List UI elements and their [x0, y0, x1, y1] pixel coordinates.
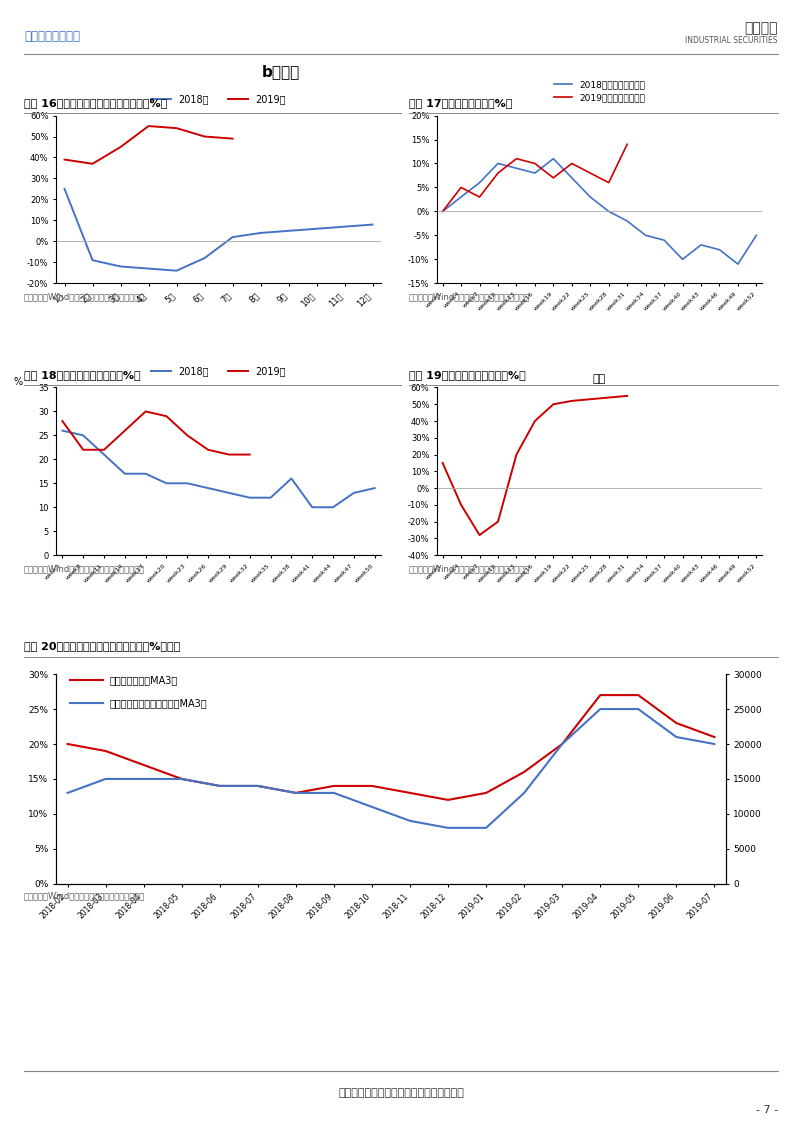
调涨小区占比（MA3）	[444, 793, 453, 807]
Text: INDUSTRIAL SECURITIES: INDUSTRIAL SECURITIES	[686, 36, 778, 45]
Legend: 2018年初至今累计变动, 2019年初至今累计变动: 2018年初至今累计变动, 2019年初至今累计变动	[550, 77, 649, 107]
Text: 资料来源：Wind、兴业证券经济与金融研究院整理: 资料来源：Wind、兴业证券经济与金融研究院整理	[409, 564, 530, 573]
Legend: 2018年, 2019年: 2018年, 2019年	[148, 91, 290, 108]
调涨小区占比（MA3）	[481, 786, 491, 800]
调涨小区占比（MA3）	[367, 780, 377, 793]
二手房成交量（套，右轴，MA3）	[139, 773, 148, 786]
二手房成交量（套，右轴，MA3）	[671, 730, 681, 743]
调涨小区占比（MA3）	[595, 688, 605, 701]
Legend: 2018年, 2019年: 2018年, 2019年	[148, 363, 290, 380]
Text: 兴业证券: 兴业证券	[744, 22, 778, 35]
二手房成交量（套，右轴，MA3）	[557, 738, 567, 751]
调涨小区占比（MA3）	[253, 780, 262, 793]
Title: 上海: 上海	[593, 374, 606, 384]
调涨小区占比（MA3）	[405, 786, 415, 800]
调涨小区占比（MA3）	[710, 730, 719, 743]
二手房成交量（套，右轴，MA3）	[101, 773, 111, 786]
二手房成交量（套，右轴，MA3）	[634, 702, 643, 716]
调涨小区占比（MA3）	[329, 780, 338, 793]
Text: b、上海: b、上海	[261, 65, 300, 79]
Text: 图表 17、上海均价变化（%）: 图表 17、上海均价变化（%）	[409, 97, 512, 108]
调涨小区占比（MA3）	[101, 744, 111, 758]
二手房成交量（套，右轴，MA3）	[253, 780, 262, 793]
Line: 二手房成交量（套，右轴，MA3）: 二手房成交量（套，右轴，MA3）	[67, 709, 715, 828]
二手房成交量（套，右轴，MA3）	[63, 786, 72, 800]
Text: 二手房成交量（套，右轴，MA3）: 二手房成交量（套，右轴，MA3）	[110, 698, 208, 708]
Text: 行业投资策略报告: 行业投资策略报告	[24, 31, 80, 43]
二手房成交量（套，右轴，MA3）	[329, 786, 338, 800]
调涨小区占比（MA3）	[139, 758, 148, 772]
二手房成交量（套，右轴，MA3）	[177, 773, 187, 786]
调涨小区占比（MA3）	[63, 738, 72, 751]
调涨小区占比（MA3）	[634, 688, 643, 701]
Text: 图表 20、上海价格调涨占比与成交量（%，套）: 图表 20、上海价格调涨占比与成交量（%，套）	[24, 641, 180, 651]
调涨小区占比（MA3）	[557, 738, 567, 751]
调涨小区占比（MA3）	[291, 786, 301, 800]
Text: 资料来源：Wind、兴业证券经济与金融研究院整理: 资料来源：Wind、兴业证券经济与金融研究院整理	[409, 292, 530, 301]
调涨小区占比（MA3）	[177, 773, 187, 786]
二手房成交量（套，右轴，MA3）	[291, 786, 301, 800]
二手房成交量（套，右轴，MA3）	[481, 821, 491, 835]
Text: 请务必阅读正文之后的信息披露和重要声明: 请务必阅读正文之后的信息披露和重要声明	[338, 1088, 464, 1098]
二手房成交量（套，右轴，MA3）	[405, 813, 415, 827]
调涨小区占比（MA3）	[671, 716, 681, 730]
Text: 调涨小区占比（MA3）: 调涨小区占比（MA3）	[110, 675, 178, 685]
Text: 图表 18、上海价格调涨占比（%）: 图表 18、上海价格调涨占比（%）	[24, 369, 140, 380]
二手房成交量（套，右轴，MA3）	[367, 800, 377, 813]
Text: %: %	[14, 377, 23, 387]
Text: 资料来源：Wind、兴业证券经济与金融研究院整理: 资料来源：Wind、兴业证券经济与金融研究院整理	[24, 292, 145, 301]
Line: 调涨小区占比（MA3）: 调涨小区占比（MA3）	[67, 695, 715, 800]
二手房成交量（套，右轴，MA3）	[444, 821, 453, 835]
Text: - 7 -: - 7 -	[755, 1105, 778, 1115]
Text: 资料来源：Wind、兴业证券经济与金融研究院整理: 资料来源：Wind、兴业证券经济与金融研究院整理	[24, 892, 145, 901]
调涨小区占比（MA3）	[215, 780, 225, 793]
Text: 图表 16、上海二手房成交量累计同比（%）: 图表 16、上海二手房成交量累计同比（%）	[24, 97, 168, 108]
二手房成交量（套，右轴，MA3）	[520, 786, 529, 800]
二手房成交量（套，右轴，MA3）	[710, 738, 719, 751]
二手房成交量（套，右轴，MA3）	[595, 702, 605, 716]
Text: 图表 19、上海新增客源同比（%）: 图表 19、上海新增客源同比（%）	[409, 369, 526, 380]
二手房成交量（套，右轴，MA3）	[215, 780, 225, 793]
Text: 资料来源：Wind、兴业证券经济与金融研究院整理: 资料来源：Wind、兴业证券经济与金融研究院整理	[24, 564, 145, 573]
调涨小区占比（MA3）	[520, 765, 529, 778]
